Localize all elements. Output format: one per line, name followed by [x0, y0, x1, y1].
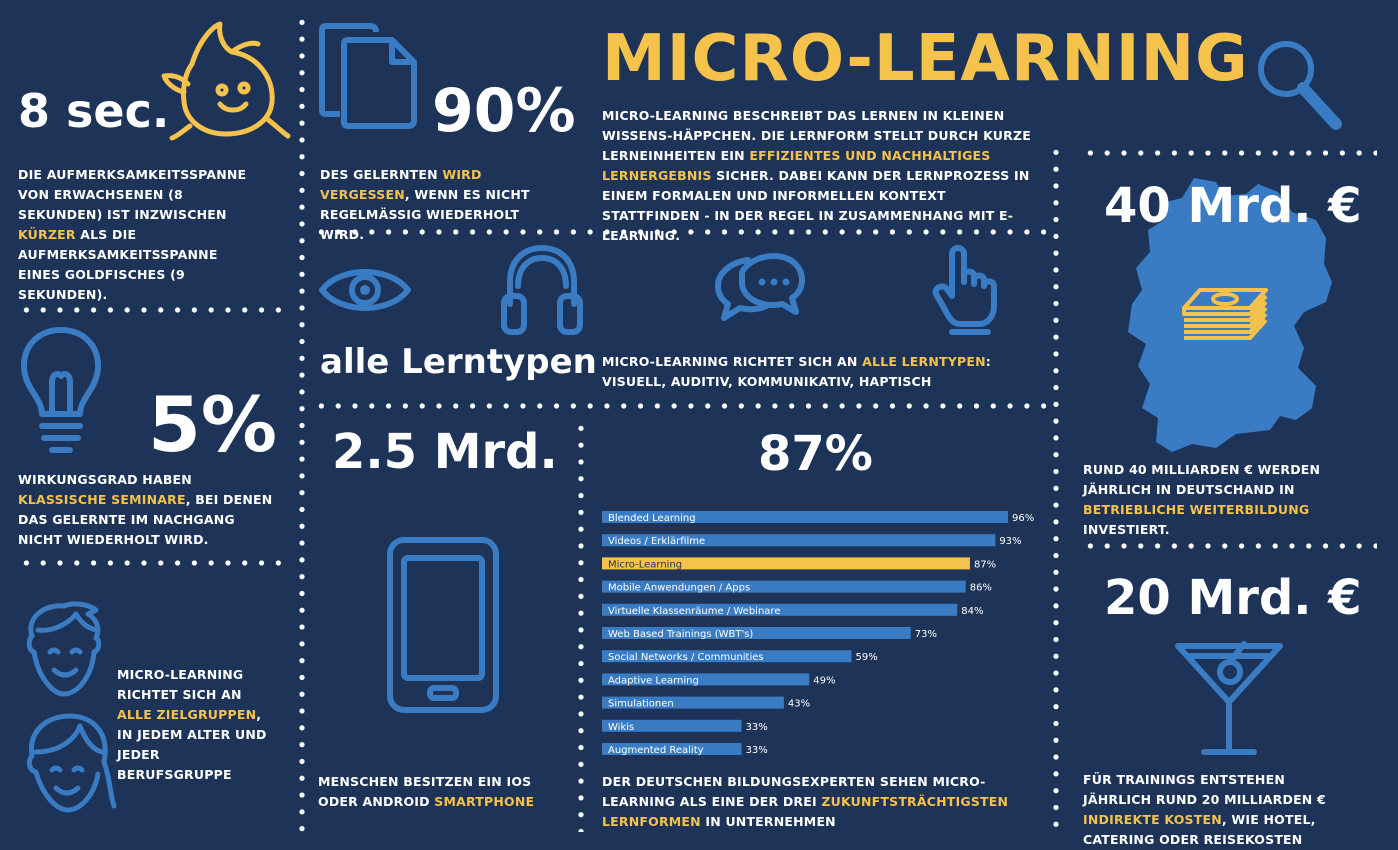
smartphone-text: MENSCHEN BESITZEN EIN IOS ODER ANDROID S… — [318, 774, 535, 809]
bar-value-11: 33% — [746, 745, 768, 756]
bar-label-11: Augmented Reality — [608, 745, 704, 756]
attention-stat: 8 sec. — [18, 84, 170, 138]
eye-icon — [319, 269, 411, 311]
divider-left-2 — [18, 560, 290, 566]
bar-label-5: Virtuelle Klassenräume / Webinare — [608, 606, 780, 617]
divider-vertical-right — [1053, 144, 1059, 832]
training-stat: 40 Mrd. € — [1104, 178, 1362, 234]
bar-value-6: 73% — [915, 629, 937, 640]
bar-label-2: Videos / Erklärfilme — [608, 536, 705, 547]
bar-label-3: Micro-Learning — [608, 559, 682, 570]
bar-label-8: Adaptive Learning — [608, 675, 699, 686]
documents-icon — [319, 23, 417, 129]
magnifier-icon — [1258, 41, 1342, 130]
bar-value-2: 93% — [999, 536, 1021, 547]
bar-11 — [602, 743, 742, 755]
groups-text: MICRO-LEARNING RICHTET SICH AN ALLE ZIEL… — [117, 667, 267, 782]
divider-center-2 — [313, 403, 1046, 409]
attention-text: DIE AUFMERKSAMKEITSSPANNE VON ERWACHSENE… — [18, 167, 247, 302]
divider-vertical-left — [299, 14, 305, 832]
experts-stat: 87% — [758, 426, 873, 482]
divider-left-1 — [18, 307, 290, 313]
goldfish-icon — [161, 21, 291, 141]
bar-value-4: 86% — [970, 583, 992, 594]
bar-7 — [602, 650, 852, 663]
costs-text: FÜR TRAININGS ENTSTEHEN JÄHRLICH RUND 20… — [1083, 772, 1326, 847]
training-text: RUND 40 MILLIARDEN € WERDEN JÄHRLICH IN … — [1083, 462, 1321, 537]
smartphone-icon — [387, 537, 499, 713]
divider-center-1 — [313, 229, 1046, 235]
smartphone-stat: 2.5 Mrd. — [332, 424, 558, 480]
cocktail-glass-icon — [1175, 641, 1283, 755]
speech-bubbles-icon — [715, 253, 805, 321]
seminar-text: WIRKUNGSGRAD HABEN KLASSISCHE SEMINARE, … — [18, 472, 273, 547]
bar-4 — [602, 580, 966, 593]
bar-value-7: 59% — [856, 652, 878, 663]
pointing-hand-icon — [932, 245, 997, 335]
lerntypen-text: MICRO-LEARNING RICHTET SICH AN ALLE LERN… — [602, 354, 991, 389]
costs-stat: 20 Mrd. € — [1104, 570, 1362, 626]
divider-right-1 — [1082, 150, 1377, 156]
bar-6 — [602, 627, 911, 639]
money-stack-icon — [1182, 288, 1268, 340]
forget-text: DES GELERNTEN WIRD VERGESSEN, WENN ES NI… — [320, 167, 530, 242]
seminar-stat: 5% — [148, 380, 278, 469]
bar-8 — [602, 673, 810, 686]
bar-value-3: 87% — [974, 559, 996, 570]
bar-10 — [602, 719, 742, 732]
bar-value-9: 43% — [788, 699, 810, 710]
male-face-icon — [26, 601, 102, 697]
bar-2 — [602, 534, 996, 547]
experts-text: DER DEUTSCHEN BILDUNGSEXPERTEN SEHEN MIC… — [602, 774, 1009, 829]
bar-1 — [602, 511, 1008, 523]
divider-vertical-middle — [578, 420, 584, 832]
bar-9 — [602, 696, 784, 709]
lightbulb-icon — [21, 327, 101, 453]
headphones-icon — [501, 245, 583, 335]
bar-label-1: Blended Learning — [608, 513, 696, 524]
intro-text: MICRO-LEARNING BESCHREIBT DAS LERNEN IN … — [602, 108, 1031, 243]
bar-label-7: Social Networks / Communities — [608, 652, 764, 663]
female-face-icon — [26, 713, 117, 813]
bar-label-4: Mobile Anwendungen / Apps — [608, 583, 750, 594]
bar-3 — [602, 557, 970, 570]
bar-5 — [602, 603, 958, 616]
bar-label-6: Web Based Trainings (WBT's) — [608, 629, 753, 640]
page-title: MICRO-LEARNING — [602, 22, 1249, 96]
bar-value-5: 84% — [961, 606, 983, 617]
bar-label-9: Simulationen — [608, 699, 674, 710]
bar-value-1: 96% — [1012, 513, 1034, 524]
bar-value-8: 49% — [813, 675, 835, 686]
bar-label-10: Wikis — [608, 722, 634, 733]
lerntypen-stat: alle Lerntypen — [320, 342, 597, 382]
divider-right-2 — [1082, 543, 1377, 549]
bar-value-10: 33% — [746, 722, 768, 733]
forget-stat: 90% — [432, 76, 576, 146]
